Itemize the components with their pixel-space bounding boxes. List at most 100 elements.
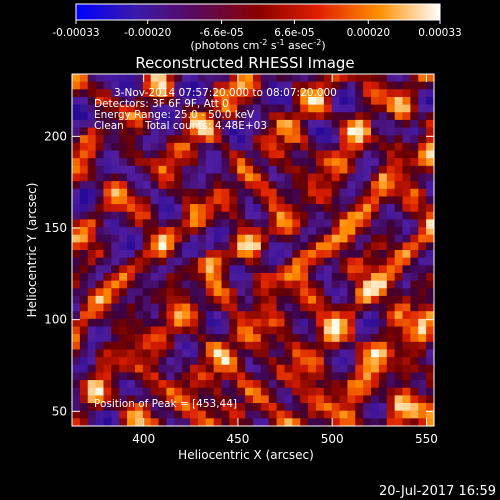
heatmap-cell (111, 242, 120, 251)
heatmap-cell (245, 349, 254, 358)
heatmap-cell (418, 81, 427, 90)
heatmap-cell (229, 127, 238, 136)
heatmap-cell (355, 280, 364, 289)
heatmap-cell (276, 242, 286, 251)
heatmap-cell (339, 181, 349, 190)
heatmap-cell (72, 364, 81, 374)
heatmap-cell (174, 326, 183, 335)
heatmap-cell (72, 318, 81, 328)
heatmap-cell (355, 227, 364, 236)
heatmap-cell (221, 89, 230, 98)
heatmap-cell (418, 142, 427, 152)
heatmap-cell (158, 403, 168, 412)
heatmap-cell (378, 81, 388, 90)
heatmap-cell (331, 173, 341, 182)
heatmap-cell (229, 387, 238, 396)
heatmap-cell (402, 372, 411, 381)
heatmap-cell (347, 181, 356, 190)
heatmap-cell (166, 181, 175, 190)
heatmap-cell (127, 211, 136, 220)
heatmap-cell (158, 135, 168, 144)
heatmap-cell (142, 150, 152, 159)
heatmap-cell (87, 357, 97, 366)
heatmap-cell (402, 204, 411, 213)
heatmap-cell (127, 165, 136, 175)
heatmap-cell (174, 272, 183, 282)
heatmap-cell (347, 288, 356, 297)
heatmap-cell (402, 265, 411, 274)
heatmap-cell (323, 272, 333, 282)
heatmap-cell (402, 387, 411, 396)
heatmap-cell (119, 303, 128, 312)
heatmap-cell (276, 74, 286, 83)
heatmap-cell (245, 165, 254, 175)
heatmap-cell (339, 295, 349, 305)
heatmap-cell (355, 395, 364, 404)
heatmap-cell (205, 280, 215, 289)
heatmap-cell (363, 150, 372, 159)
heatmap-cell (386, 318, 396, 328)
heatmap-cell (276, 158, 286, 167)
heatmap-cell (363, 250, 372, 259)
heatmap-cell (87, 165, 97, 175)
heatmap-cell (371, 165, 380, 175)
heatmap-cell (371, 272, 380, 282)
heatmap-cell (245, 74, 254, 83)
heatmap-cell (331, 158, 341, 167)
heatmap-cell (284, 219, 293, 228)
heatmap-cell (190, 211, 199, 220)
heatmap-cell (378, 158, 388, 167)
heatmap-cell (363, 295, 372, 305)
heatmap-cell (363, 173, 372, 182)
heatmap-cell (331, 112, 341, 121)
heatmap-cell (394, 89, 404, 98)
heatmap-cell (95, 334, 105, 343)
heatmap-cell (394, 372, 404, 381)
heatmap-cell (111, 311, 120, 320)
heatmap-cell (363, 104, 372, 113)
annotation-time-range: 3-Nov-2014 07:57:20.000 to 08:07:20.000 (114, 87, 337, 99)
heatmap-cell (331, 349, 341, 358)
heatmap-cell (276, 165, 286, 175)
heatmap-cell (308, 74, 317, 83)
heatmap-cell (284, 357, 293, 366)
heatmap-cell (150, 372, 160, 381)
heatmap-cell (103, 349, 112, 358)
heatmap-cell (174, 150, 183, 159)
heatmap-cell (268, 288, 278, 297)
heatmap-cell (245, 150, 254, 159)
heatmap-cell (292, 372, 301, 381)
heatmap-cell (402, 295, 411, 305)
heatmap-cell (276, 288, 286, 297)
heatmap-cell (174, 165, 183, 175)
heatmap-cell (119, 165, 128, 175)
heatmap-cell (371, 158, 380, 167)
heatmap-cell (308, 81, 317, 90)
heatmap-cell (253, 74, 262, 83)
heatmap-cell (79, 357, 89, 366)
heatmap-cell (205, 272, 215, 282)
heatmap-cell (276, 181, 286, 190)
heatmap-cell (190, 318, 199, 328)
heatmap-cell (72, 119, 81, 129)
heatmap-cell (95, 265, 105, 274)
heatmap-cell (260, 196, 270, 205)
heatmap-cell (268, 119, 278, 129)
heatmap-cell (158, 119, 168, 129)
heatmap-cell (72, 395, 81, 404)
heatmap-cell (79, 104, 89, 113)
x-tick-label: 550 (415, 432, 438, 446)
heatmap-cell (127, 204, 136, 213)
heatmap-cell (111, 272, 120, 282)
heatmap-cell (253, 96, 262, 106)
heatmap-cell (402, 96, 411, 106)
heatmap-cell (323, 112, 333, 121)
heatmap-cell (410, 395, 419, 404)
heatmap-cell (386, 250, 396, 259)
heatmap-cell (221, 295, 230, 305)
heatmap-cell (347, 295, 356, 305)
heatmap-cell (79, 158, 89, 167)
heatmap-cell (111, 364, 120, 374)
heatmap-cell (245, 387, 254, 396)
